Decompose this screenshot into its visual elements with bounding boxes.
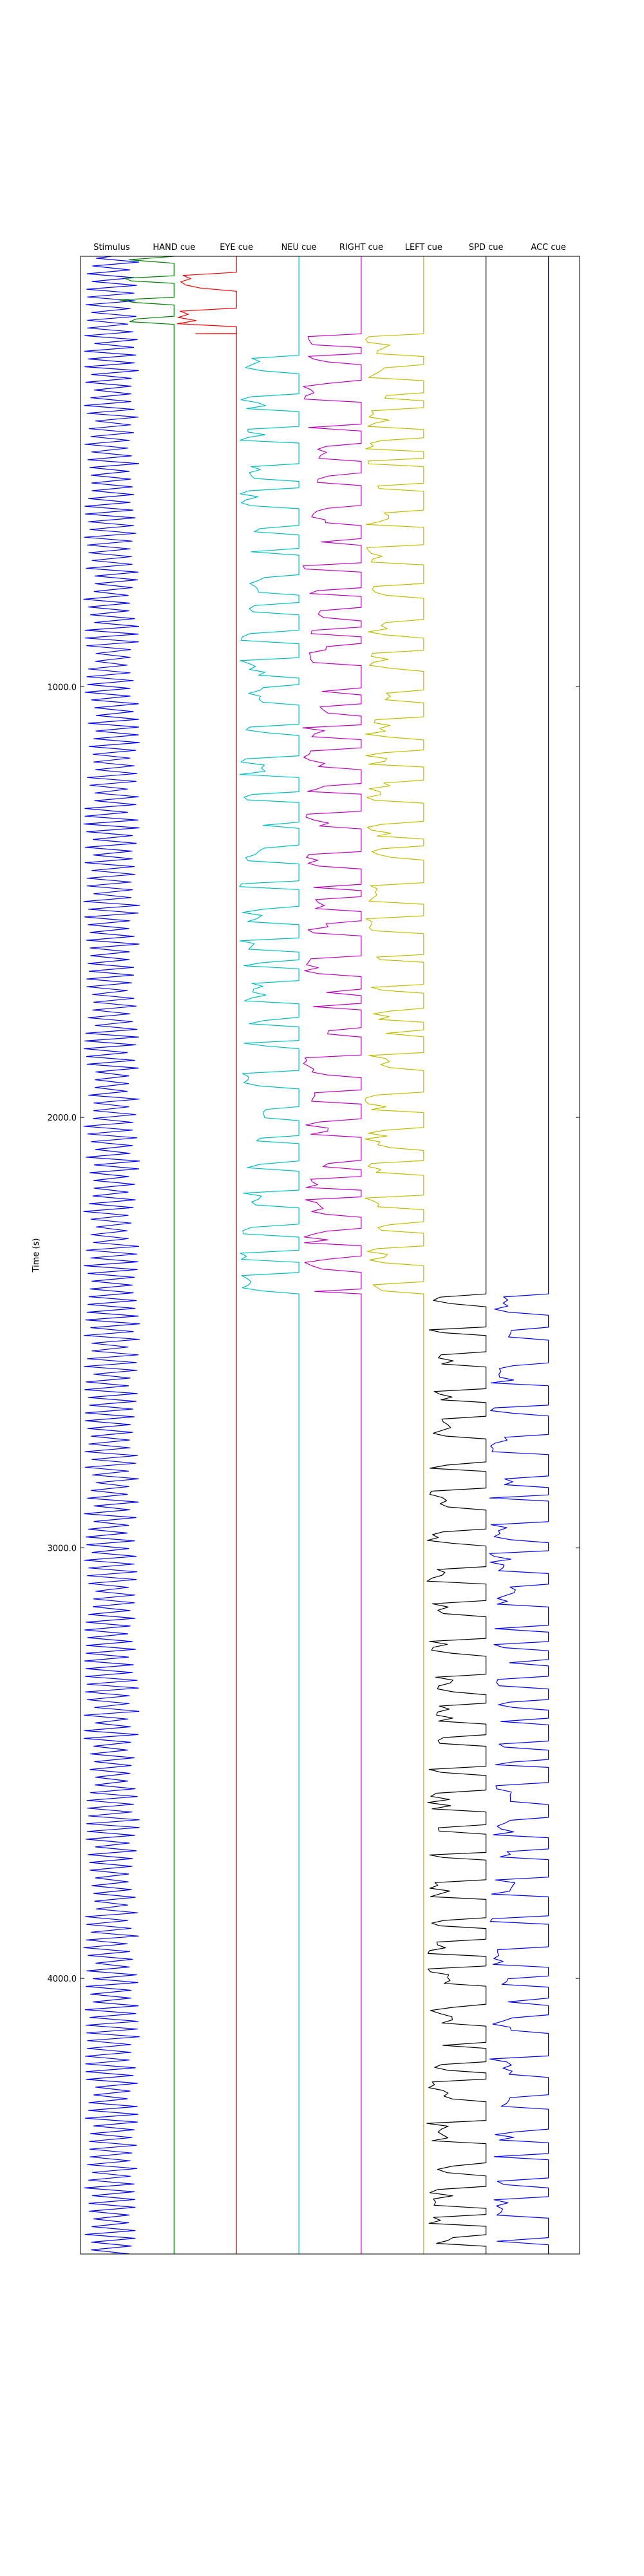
hand-cue-label: HAND cue: [153, 243, 195, 252]
acc-cue-label: ACC cue: [531, 243, 565, 252]
neu-cue-label: NEU cue: [281, 243, 317, 252]
hand-cue-trace: [118, 256, 175, 2254]
stimulus-label: Stimulus: [93, 243, 130, 252]
spd-cue-trace: [426, 256, 487, 2254]
y-tick-label: 1000.0: [48, 683, 77, 693]
acc-cue-trace: [489, 256, 549, 2254]
right-cue-label: RIGHT cue: [339, 243, 383, 252]
y-tick-label: 4000.0: [48, 1975, 77, 1984]
y-tick-label: 2000.0: [48, 1113, 77, 1123]
right-cue-trace: [302, 256, 362, 2254]
y-axis-label: Time (s): [32, 1238, 41, 1273]
traces: [83, 256, 549, 2255]
spd-cue-label: SPD cue: [469, 243, 504, 252]
y-tick-label: 3000.0: [48, 1544, 77, 1554]
plot-frame: [80, 256, 580, 2255]
y-axis-ticks: 1000.0 2000.0 3000.0 4000.0: [48, 683, 580, 1984]
column-labels: Stimulus HAND cue EYE cue NEU cue RIGHT cue L…: [93, 243, 566, 252]
left-cue-trace: [365, 256, 424, 2254]
eye-cue-trace: [176, 256, 237, 2254]
stimulus-trace: [83, 256, 140, 2255]
left-cue-label: LEFT cue: [405, 243, 442, 252]
neu-cue-trace: [239, 256, 299, 2254]
eye-cue-label: EYE cue: [220, 243, 253, 252]
